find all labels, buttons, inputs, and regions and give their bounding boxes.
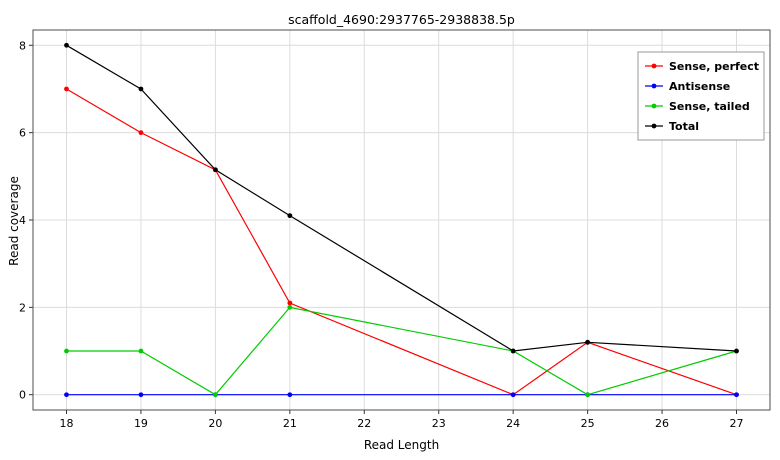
legend-label: Total xyxy=(669,120,699,133)
y-tick-label: 8 xyxy=(19,39,26,52)
data-point xyxy=(64,42,69,48)
data-point xyxy=(212,167,218,173)
x-tick-label: 20 xyxy=(208,417,222,430)
series-total xyxy=(64,42,739,354)
legend-marker xyxy=(651,83,657,89)
data-point xyxy=(510,348,516,354)
panel-border xyxy=(32,29,771,411)
legend-entry: Sense, tailed xyxy=(645,100,750,113)
data-point xyxy=(734,392,739,398)
data-point xyxy=(64,86,69,92)
legend-entry: Total xyxy=(645,120,699,133)
data-point xyxy=(585,339,591,345)
data-point xyxy=(287,213,293,219)
data-point xyxy=(64,392,69,398)
legend: Sense, perfect Antisense Sense, tailed Tota… xyxy=(637,51,765,141)
data-point xyxy=(138,130,144,136)
legend-label: Sense, tailed xyxy=(669,100,750,113)
y-tick-label: 6 xyxy=(19,127,26,140)
data-point xyxy=(585,392,591,398)
y-axis-label: Read coverage xyxy=(7,176,21,266)
x-tick-label: 22 xyxy=(357,417,371,430)
x-axis-label: Read Length xyxy=(363,438,440,452)
legend-entry: Antisense xyxy=(645,80,730,93)
x-tick-label: 26 xyxy=(655,417,669,430)
x-tick-label: 23 xyxy=(432,417,446,430)
data-point xyxy=(287,304,293,310)
x-tick-label: 24 xyxy=(506,417,520,430)
data-point xyxy=(138,86,144,92)
legend-label: Sense, perfect xyxy=(669,60,759,73)
data-point xyxy=(138,348,144,354)
data-point xyxy=(287,300,293,306)
x-tick-label: 19 xyxy=(134,417,148,430)
data-point xyxy=(510,392,516,398)
y-tick-label: 0 xyxy=(19,389,26,402)
legend-label: Antisense xyxy=(669,80,730,93)
data-point xyxy=(287,392,293,398)
x-tick-label: 18 xyxy=(60,417,74,430)
x-tick-label: 21 xyxy=(283,417,297,430)
x-tick-label: 27 xyxy=(730,417,744,430)
y-tick-label: 2 xyxy=(19,301,26,314)
legend-marker xyxy=(651,103,657,109)
legend-marker xyxy=(651,123,657,129)
legend-marker xyxy=(651,63,657,69)
data-point xyxy=(138,392,144,398)
legend-box xyxy=(637,51,765,141)
data-point xyxy=(64,348,69,354)
y-tick-label: 4 xyxy=(19,214,26,227)
x-tick-label: 25 xyxy=(581,417,595,430)
legend-entry: Sense, perfect xyxy=(645,60,759,73)
data-point xyxy=(212,392,218,398)
data-point xyxy=(734,348,739,354)
chart-title: scaffold_4690:2937765-2938838.5p xyxy=(288,12,515,27)
